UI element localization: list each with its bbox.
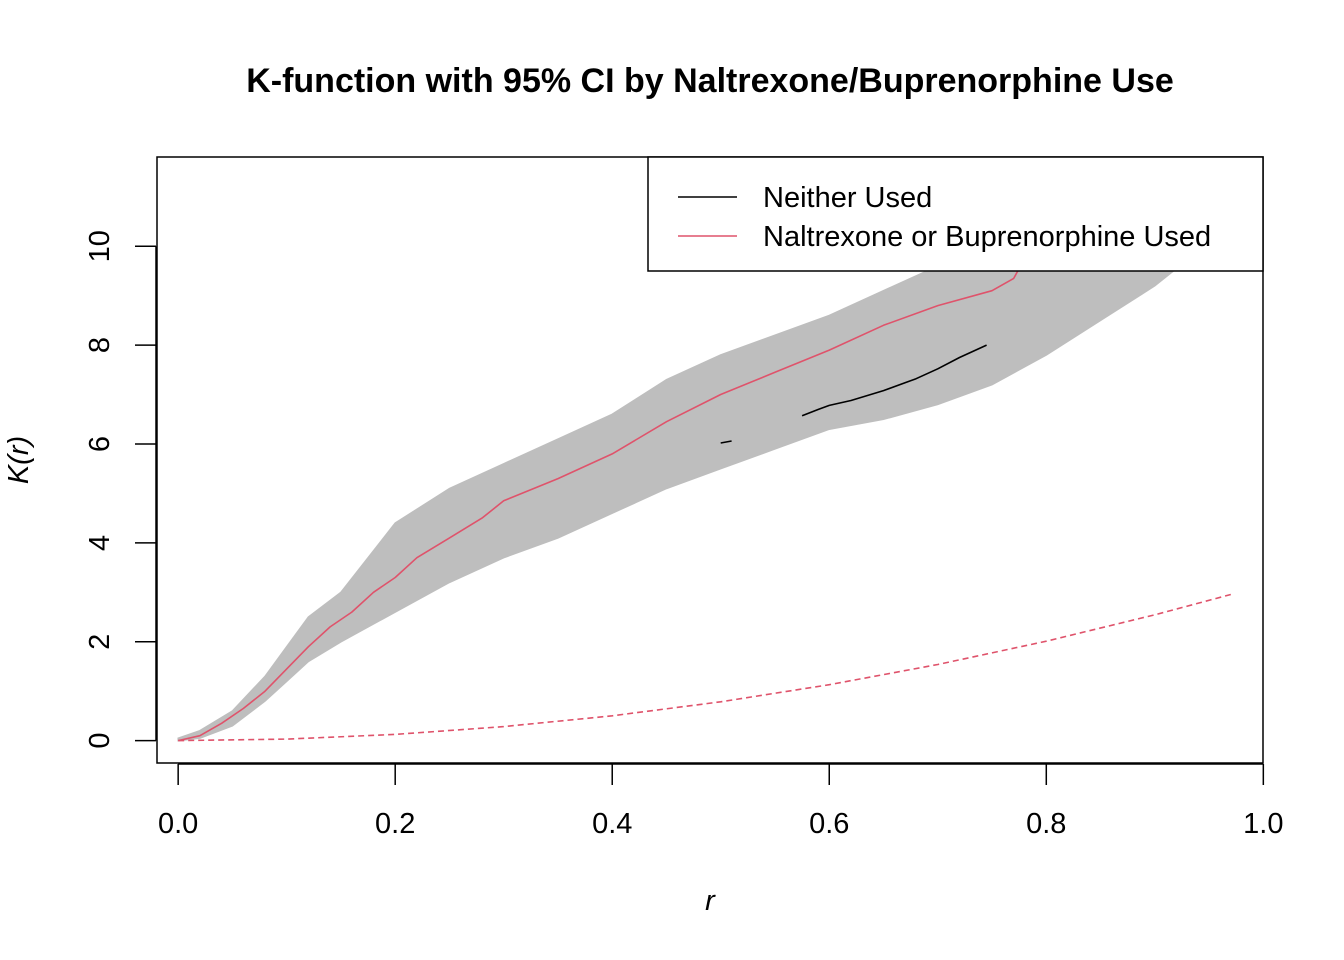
series-line-neither-used-2	[801, 344, 987, 417]
x-tick-label: 0.0	[158, 808, 198, 840]
y-tick-label: 6	[84, 436, 116, 452]
x-axis-label: r	[705, 885, 716, 917]
chart-title: K-function with 95% CI by Naltrexone/Bup…	[246, 62, 1174, 100]
legend-label-neither-used: Neither Used	[763, 182, 932, 214]
y-tick-label: 2	[84, 634, 116, 650]
x-tick-label: 0.4	[592, 808, 632, 840]
y-axis-label: K(r)	[3, 436, 35, 484]
series-line-naltrexone-or-buprenorphine-used	[178, 258, 1026, 742]
y-tick-label: 4	[84, 535, 116, 551]
x-tick-label: 0.2	[375, 808, 415, 840]
x-tick-label: 1.0	[1243, 808, 1283, 840]
legend-box	[647, 156, 1264, 272]
x-tick-label: 0.6	[809, 808, 849, 840]
y-tick-label: 8	[84, 337, 116, 353]
y-axis: 0 2 4 6 8 10	[84, 230, 157, 749]
legend-label-naltrexone-buprenorphine-used: Naltrexone or Buprenorphine Used	[763, 221, 1211, 253]
legend: Neither Used Naltrexone or Buprenorphine…	[647, 156, 1264, 272]
series-line-neither-used-1	[720, 440, 732, 444]
y-tick-label: 0	[84, 733, 116, 749]
series-layer	[178, 258, 1232, 742]
y-tick-label: 10	[84, 230, 116, 262]
x-tick-label: 0.8	[1026, 808, 1066, 840]
series-line-reference-curve	[178, 593, 1232, 742]
x-axis: 0.0 0.2 0.4 0.6 0.8 1.0	[158, 763, 1283, 840]
